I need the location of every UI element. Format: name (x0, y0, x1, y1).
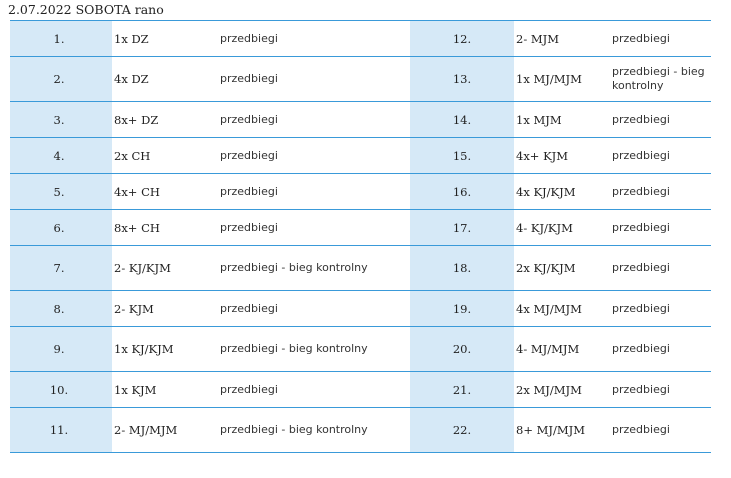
race-stage: przedbiegi (612, 407, 711, 453)
race-stage: przedbiegi (220, 137, 410, 174)
race-category: 8+ MJ/MJM (514, 407, 612, 453)
race-number: 5. (10, 173, 112, 210)
table-row: 3. 8x+ DZ przedbiegi 14. 1x MJM przedbie… (10, 101, 711, 138)
race-number: 15. (410, 137, 514, 174)
race-number: 8. (10, 290, 112, 327)
race-category: 2x KJ/KJM (514, 245, 612, 291)
race-stage: przedbiegi (220, 101, 410, 138)
table-row: 6. 8x+ CH przedbiegi 17. 4- KJ/KJM przed… (10, 209, 711, 246)
race-category: 1x MJ/MJM (514, 56, 612, 102)
race-number: 11. (10, 407, 112, 453)
race-stage: przedbiegi (220, 290, 410, 327)
race-category: 4x+ KJM (514, 137, 612, 174)
table-row: 10. 1x KJM przedbiegi 21. 2x MJ/MJM prze… (10, 371, 711, 408)
race-number: 13. (410, 56, 514, 102)
table-row: 7. 2- KJ/KJM przedbiegi - bieg kontrolny… (10, 245, 711, 291)
race-category: 4x KJ/KJM (514, 173, 612, 210)
race-number: 10. (10, 371, 112, 408)
race-stage: przedbiegi (220, 371, 410, 408)
race-category: 8x+ CH (112, 209, 220, 246)
race-number: 6. (10, 209, 112, 246)
race-stage: przedbiegi (612, 290, 711, 327)
table-row: 2. 4x DZ przedbiegi 13. 1x MJ/MJM przedb… (10, 56, 711, 102)
race-number: 17. (410, 209, 514, 246)
race-number: 4. (10, 137, 112, 174)
table-row: 8. 2- KJM przedbiegi 19. 4x MJ/MJM przed… (10, 290, 711, 327)
table-row: 5. 4x+ CH przedbiegi 16. 4x KJ/KJM przed… (10, 173, 711, 210)
race-category: 4x MJ/MJM (514, 290, 612, 327)
race-category: 2- KJM (112, 290, 220, 327)
race-category: 1x MJM (514, 101, 612, 138)
race-number: 18. (410, 245, 514, 291)
race-category: 8x+ DZ (112, 101, 220, 138)
race-category: 2x CH (112, 137, 220, 174)
race-stage: przedbiegi (220, 20, 410, 57)
race-category: 1x KJ/KJM (112, 326, 220, 372)
table-row: 1. 1x DZ przedbiegi 12. 2- MJM przedbieg… (10, 20, 711, 57)
race-number: 16. (410, 173, 514, 210)
race-stage: przedbiegi (220, 173, 410, 210)
race-number: 3. (10, 101, 112, 138)
table-row: 9. 1x KJ/KJM przedbiegi - bieg kontrolny… (10, 326, 711, 372)
schedule-heading: 2.07.2022 SOBOTA rano (8, 2, 164, 17)
race-number: 22. (410, 407, 514, 453)
table-row: 11. 2- MJ/MJM przedbiegi - bieg kontroln… (10, 407, 711, 453)
race-number: 19. (410, 290, 514, 327)
race-number: 14. (410, 101, 514, 138)
race-schedule-body: 1. 1x DZ przedbiegi 12. 2- MJM przedbieg… (10, 20, 711, 453)
race-category: 1x KJM (112, 371, 220, 408)
race-stage: przedbiegi - bieg kontrolny (220, 407, 410, 453)
race-stage: przedbiegi (220, 56, 410, 102)
race-category: 1x DZ (112, 20, 220, 57)
race-number: 12. (410, 20, 514, 57)
race-category: 2- KJ/KJM (112, 245, 220, 291)
race-number: 2. (10, 56, 112, 102)
race-stage: przedbiegi (612, 101, 711, 138)
race-stage: przedbiegi (612, 20, 711, 57)
table-row: 4. 2x CH przedbiegi 15. 4x+ KJM przedbie… (10, 137, 711, 174)
race-number: 21. (410, 371, 514, 408)
race-number: 9. (10, 326, 112, 372)
race-stage: przedbiegi - bieg kontrolny (220, 245, 410, 291)
race-stage: przedbiegi (612, 209, 711, 246)
race-category: 2- MJM (514, 20, 612, 57)
race-schedule-table: 1. 1x DZ przedbiegi 12. 2- MJM przedbieg… (10, 20, 711, 453)
race-number: 7. (10, 245, 112, 291)
race-category: 4- KJ/KJM (514, 209, 612, 246)
race-stage: przedbiegi (220, 209, 410, 246)
race-number: 20. (410, 326, 514, 372)
race-stage: przedbiegi (612, 245, 711, 291)
race-category: 2- MJ/MJM (112, 407, 220, 453)
race-stage: przedbiegi (612, 137, 711, 174)
race-category: 4x DZ (112, 56, 220, 102)
race-stage: przedbiegi (612, 371, 711, 408)
race-category: 4- MJ/MJM (514, 326, 612, 372)
race-category: 2x MJ/MJM (514, 371, 612, 408)
race-stage: przedbiegi - bieg kontrolny (612, 56, 711, 102)
race-stage: przedbiegi (612, 326, 711, 372)
race-stage: przedbiegi (612, 173, 711, 210)
race-number: 1. (10, 20, 112, 57)
race-category: 4x+ CH (112, 173, 220, 210)
race-stage: przedbiegi - bieg kontrolny (220, 326, 410, 372)
